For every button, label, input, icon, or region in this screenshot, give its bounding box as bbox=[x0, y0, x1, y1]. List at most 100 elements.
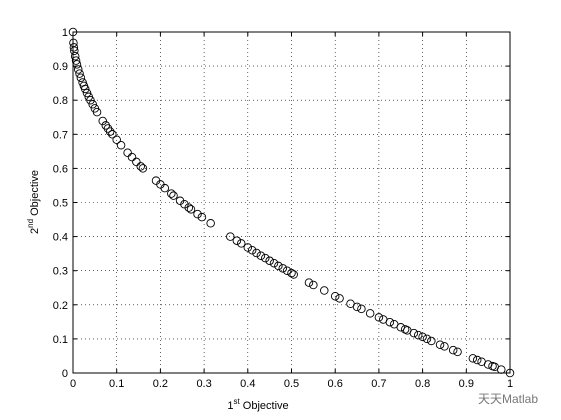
y-tick-label: 0.1 bbox=[53, 334, 68, 346]
x-tick-label: 0.6 bbox=[328, 378, 343, 390]
point bbox=[422, 334, 432, 344]
point bbox=[105, 127, 115, 136]
plot-frame bbox=[72, 31, 511, 374]
point bbox=[206, 219, 215, 228]
y-tick-label: 0.7 bbox=[53, 129, 68, 141]
point bbox=[269, 258, 279, 268]
x-tick-label: 0.5 bbox=[284, 378, 299, 390]
point bbox=[80, 84, 90, 94]
point bbox=[453, 347, 462, 357]
point bbox=[330, 292, 340, 301]
point bbox=[103, 124, 113, 133]
x-tick-label: 0.8 bbox=[415, 378, 430, 390]
point bbox=[385, 317, 395, 327]
point bbox=[98, 116, 107, 126]
y-tick-label: 1 bbox=[62, 27, 68, 39]
point bbox=[108, 130, 117, 139]
point bbox=[320, 286, 329, 295]
point bbox=[236, 239, 246, 248]
point bbox=[448, 345, 458, 355]
point bbox=[304, 278, 314, 287]
y-tick-label: 0.6 bbox=[53, 163, 68, 175]
point bbox=[282, 266, 292, 275]
watermark: 天天Matlab bbox=[478, 392, 538, 406]
y-tick-label: 0.8 bbox=[53, 95, 68, 107]
point bbox=[365, 309, 375, 318]
point bbox=[472, 355, 482, 365]
y-tick-label: 0.2 bbox=[53, 300, 68, 312]
point bbox=[357, 304, 366, 314]
point bbox=[136, 162, 145, 171]
point bbox=[116, 140, 126, 150]
point bbox=[101, 121, 111, 130]
point bbox=[72, 60, 82, 69]
point bbox=[274, 261, 283, 271]
point bbox=[309, 280, 318, 290]
y-tick-label: 0.3 bbox=[53, 266, 68, 278]
point bbox=[335, 294, 344, 303]
y-tick-label: 0 bbox=[62, 368, 68, 380]
point bbox=[70, 46, 79, 56]
point bbox=[123, 148, 132, 157]
point bbox=[352, 302, 362, 312]
x-tick-label: 0.7 bbox=[371, 378, 386, 390]
point bbox=[127, 152, 137, 162]
point bbox=[69, 43, 79, 52]
point bbox=[184, 203, 194, 212]
y-tick-label: 0.4 bbox=[53, 232, 68, 244]
x-tick-label: 0.3 bbox=[196, 378, 211, 390]
point bbox=[138, 164, 148, 173]
point bbox=[167, 189, 176, 198]
point bbox=[418, 332, 427, 342]
point bbox=[186, 205, 196, 214]
x-tick-label: 0 bbox=[70, 378, 76, 390]
point bbox=[76, 73, 86, 82]
point bbox=[435, 340, 445, 349]
x-tick-label: 1 bbox=[507, 378, 513, 390]
point bbox=[374, 313, 384, 322]
x-tick-label: 0.4 bbox=[240, 378, 255, 390]
point bbox=[256, 251, 266, 260]
point bbox=[440, 342, 449, 351]
point bbox=[247, 245, 257, 255]
y-axis-label: 2nd Objective bbox=[26, 170, 41, 234]
x-tick-label: 0.1 bbox=[109, 378, 124, 390]
point bbox=[265, 256, 274, 266]
point bbox=[243, 243, 253, 252]
point bbox=[71, 56, 81, 65]
point bbox=[287, 268, 296, 278]
point bbox=[232, 236, 242, 245]
point bbox=[112, 135, 121, 145]
point bbox=[193, 209, 202, 219]
y-tick-label: 0.5 bbox=[53, 198, 68, 210]
point bbox=[261, 253, 270, 263]
point bbox=[160, 183, 170, 193]
point bbox=[409, 328, 419, 338]
point bbox=[427, 336, 436, 346]
point bbox=[70, 51, 80, 61]
point bbox=[505, 368, 515, 378]
point bbox=[400, 325, 410, 334]
point bbox=[468, 354, 478, 363]
point bbox=[92, 107, 102, 117]
x-axis-label: 1st Objective bbox=[227, 397, 288, 412]
point bbox=[86, 95, 95, 105]
y-tick-label: 0.9 bbox=[53, 61, 68, 73]
point bbox=[226, 232, 235, 241]
point bbox=[289, 270, 298, 279]
point bbox=[197, 212, 207, 222]
x-tick-label: 0.9 bbox=[459, 378, 474, 390]
point bbox=[82, 88, 92, 98]
point bbox=[75, 69, 84, 78]
point bbox=[497, 365, 506, 374]
point bbox=[169, 191, 178, 200]
point bbox=[278, 264, 288, 273]
point bbox=[413, 330, 423, 340]
point bbox=[68, 27, 78, 37]
point bbox=[88, 100, 97, 109]
plot-area bbox=[73, 32, 510, 373]
x-tick-label: 0.2 bbox=[153, 378, 168, 390]
point bbox=[252, 248, 261, 258]
point bbox=[73, 65, 83, 74]
